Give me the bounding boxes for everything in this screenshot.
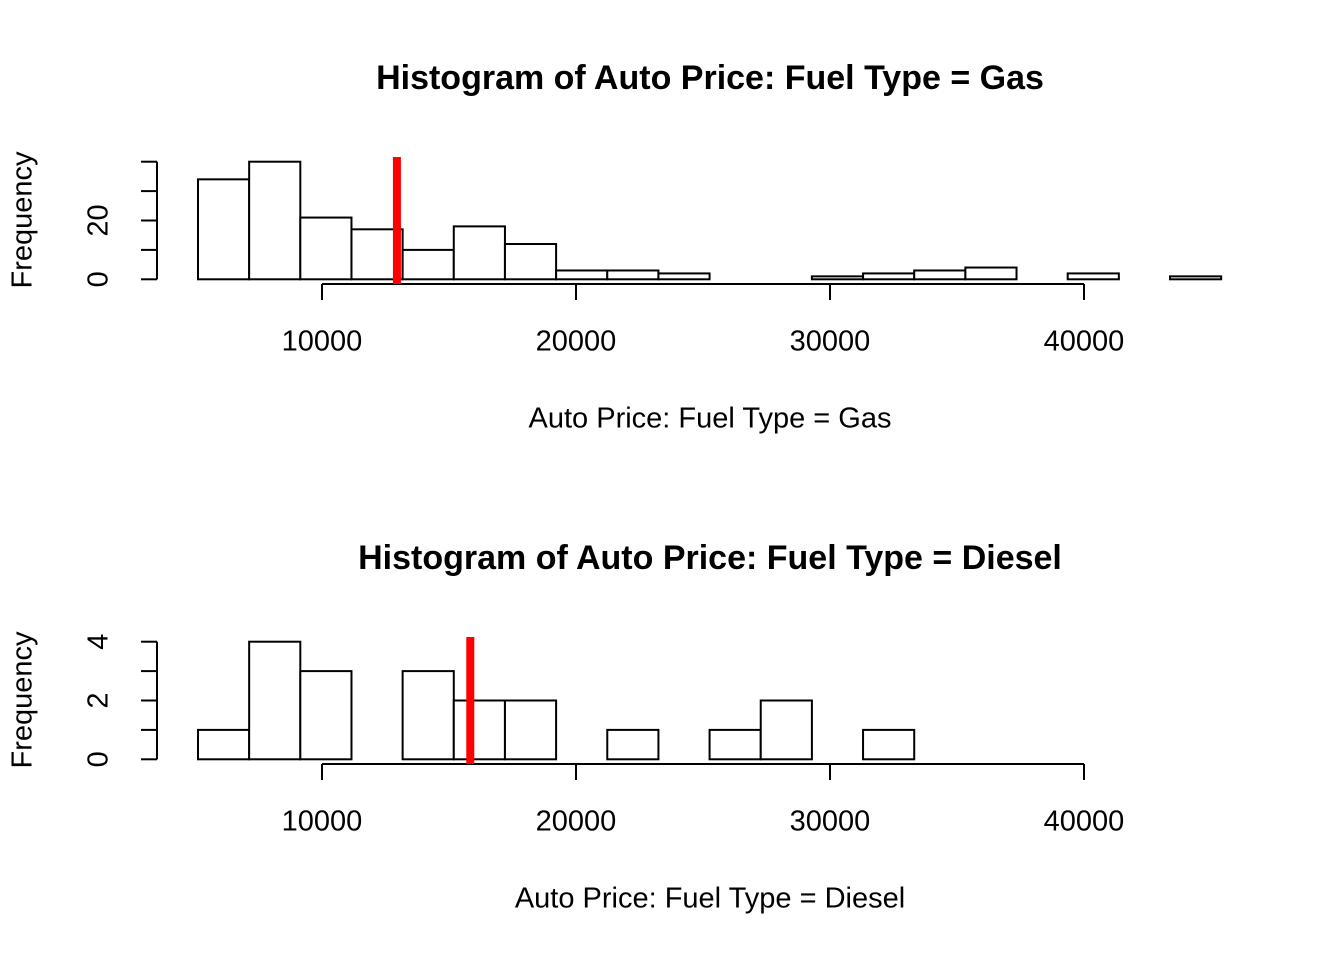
histogram-bar bbox=[862, 272, 916, 281]
histogram-bar bbox=[1066, 272, 1120, 281]
x-tick-label: 30000 bbox=[790, 326, 871, 358]
histogram-bar bbox=[606, 728, 660, 761]
x-tick-label: 30000 bbox=[790, 806, 871, 838]
histogram-bar bbox=[759, 699, 813, 761]
histogram-bar bbox=[196, 728, 251, 761]
histogram-bar bbox=[555, 269, 609, 281]
histogram-bar bbox=[810, 275, 865, 281]
y-tick-label: 2 bbox=[83, 692, 115, 708]
histogram-bar bbox=[299, 670, 353, 761]
x-tick-label: 20000 bbox=[536, 806, 617, 838]
chart-title: Histogram of Auto Price: Fuel Type = Die… bbox=[358, 539, 1062, 577]
x-tick-label: 10000 bbox=[282, 326, 363, 358]
x-tick-label: 40000 bbox=[1044, 326, 1125, 358]
histogram-bar bbox=[1169, 275, 1223, 281]
y-tick-label: 0 bbox=[83, 751, 115, 767]
histogram-bar bbox=[248, 640, 302, 761]
chart-title: Histogram of Auto Price: Fuel Type = Gas bbox=[376, 59, 1044, 97]
histogram-bar bbox=[606, 269, 660, 281]
histogram-bar bbox=[503, 243, 558, 281]
histogram-bar bbox=[299, 216, 353, 281]
y-axis-label: Frequency bbox=[7, 631, 39, 769]
y-tick-label: 20 bbox=[83, 204, 115, 236]
histogram-bar bbox=[196, 178, 251, 281]
histogram-bar bbox=[657, 272, 711, 281]
histogram-bar bbox=[452, 699, 506, 761]
histogram-bar bbox=[503, 699, 558, 761]
histogram-bar bbox=[248, 160, 302, 281]
x-tick-label: 20000 bbox=[536, 326, 617, 358]
histogram-bar bbox=[862, 728, 916, 761]
x-tick-label: 10000 bbox=[282, 806, 363, 838]
y-tick-label: 4 bbox=[83, 634, 115, 650]
histogram-bar bbox=[913, 269, 967, 281]
x-axis-label: Auto Price: Fuel Type = Gas bbox=[529, 403, 892, 435]
histogram-bar bbox=[708, 728, 762, 761]
histogram-bar bbox=[401, 248, 455, 281]
histogram-bar bbox=[452, 225, 506, 281]
y-tick-label: 0 bbox=[83, 271, 115, 287]
x-axis-label: Auto Price: Fuel Type = Diesel bbox=[515, 883, 905, 915]
histogram-bar bbox=[964, 266, 1018, 281]
y-axis-label: Frequency bbox=[7, 151, 39, 289]
x-tick-label: 40000 bbox=[1044, 806, 1125, 838]
histogram-bar bbox=[401, 670, 455, 761]
